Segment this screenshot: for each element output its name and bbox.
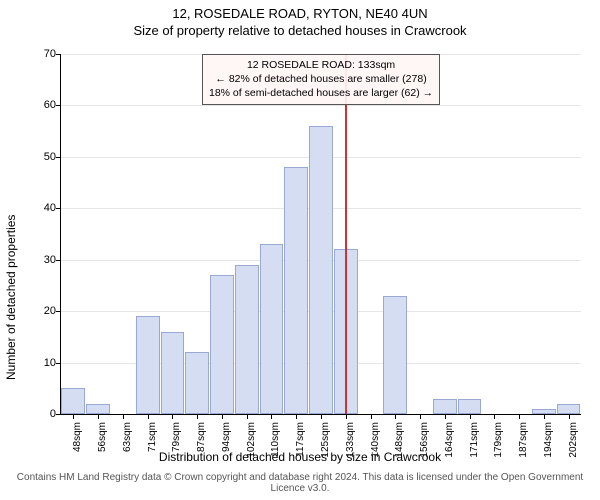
x-tick-mark [395,414,396,419]
y-tick-label: 70 [16,48,56,60]
x-tick-mark [123,414,124,419]
x-tick-label: 87sqm [196,422,207,462]
x-tick-mark [172,414,173,419]
x-tick-label: 94sqm [221,422,232,462]
footnote: Contains HM Land Registry data © Crown c… [0,472,600,494]
y-tick-label: 50 [16,151,56,163]
y-tick-mark [56,414,61,415]
x-tick-label: 140sqm [370,422,381,462]
x-tick-label: 202sqm [568,422,579,462]
chart-title-address: 12, ROSEDALE ROAD, RYTON, NE40 4UN [0,6,600,21]
x-tick-label: 156sqm [419,422,430,462]
histogram-bar [235,265,259,414]
x-tick-label: 133sqm [345,422,356,462]
y-tick-mark [56,363,61,364]
y-tick-label: 60 [16,99,56,111]
x-tick-label: 179sqm [493,422,504,462]
histogram-bar [136,316,160,414]
histogram-bar [185,352,209,414]
chart-title-sub: Size of property relative to detached ho… [0,23,600,38]
annotation-line: 18% of semi-detached houses are larger (… [209,86,433,100]
y-tick-label: 40 [16,202,56,214]
x-tick-mark [197,414,198,419]
x-tick-mark [519,414,520,419]
x-tick-mark [445,414,446,419]
x-tick-label: 194sqm [543,422,554,462]
histogram-bar [557,404,581,414]
x-tick-mark [346,414,347,419]
histogram-bar [433,399,457,414]
x-tick-mark [296,414,297,419]
x-tick-label: 117sqm [295,422,306,462]
x-tick-label: 148sqm [394,422,405,462]
y-tick-mark [56,260,61,261]
x-tick-mark [222,414,223,419]
y-axis-label: Number of detached properties [4,215,18,380]
y-tick-mark [56,54,61,55]
y-tick-label: 30 [16,254,56,266]
y-tick-mark [56,208,61,209]
x-tick-mark [321,414,322,419]
x-tick-mark [98,414,99,419]
plot-area: 12 ROSEDALE ROAD: 133sqm← 82% of detache… [60,54,581,415]
x-tick-label: 56sqm [97,422,108,462]
x-tick-mark [544,414,545,419]
x-tick-mark [73,414,74,419]
histogram-bar [161,332,185,414]
x-tick-mark [371,414,372,419]
x-tick-label: 187sqm [518,422,529,462]
x-tick-label: 110sqm [270,422,281,462]
gridline [61,105,581,106]
x-tick-label: 71sqm [147,422,158,462]
marker-line [345,54,347,414]
y-tick-label: 20 [16,305,56,317]
histogram-bar [260,244,284,414]
y-tick-label: 10 [16,357,56,369]
x-tick-label: 125sqm [320,422,331,462]
histogram-bar [210,275,234,414]
x-tick-label: 48sqm [72,422,83,462]
annotation-line: 12 ROSEDALE ROAD: 133sqm [209,58,433,72]
x-tick-label: 171sqm [469,422,480,462]
x-tick-mark [420,414,421,419]
x-tick-mark [494,414,495,419]
histogram-bar [309,126,333,414]
property-size-chart: 12, ROSEDALE ROAD, RYTON, NE40 4UN Size … [0,0,600,500]
x-tick-label: 102sqm [246,422,257,462]
histogram-bar [61,388,85,414]
y-tick-mark [56,311,61,312]
histogram-bar [86,404,110,414]
x-tick-label: 63sqm [122,422,133,462]
x-tick-mark [569,414,570,419]
annotation-box: 12 ROSEDALE ROAD: 133sqm← 82% of detache… [202,54,440,105]
y-tick-mark [56,157,61,158]
y-tick-label: 0 [16,408,56,420]
x-tick-mark [148,414,149,419]
histogram-bar [383,296,407,414]
x-tick-mark [271,414,272,419]
x-tick-label: 79sqm [171,422,182,462]
x-tick-mark [247,414,248,419]
x-tick-mark [470,414,471,419]
histogram-bar [458,399,482,414]
y-tick-mark [56,105,61,106]
annotation-line: ← 82% of detached houses are smaller (27… [209,72,433,86]
histogram-bar [284,167,308,414]
x-tick-label: 164sqm [444,422,455,462]
